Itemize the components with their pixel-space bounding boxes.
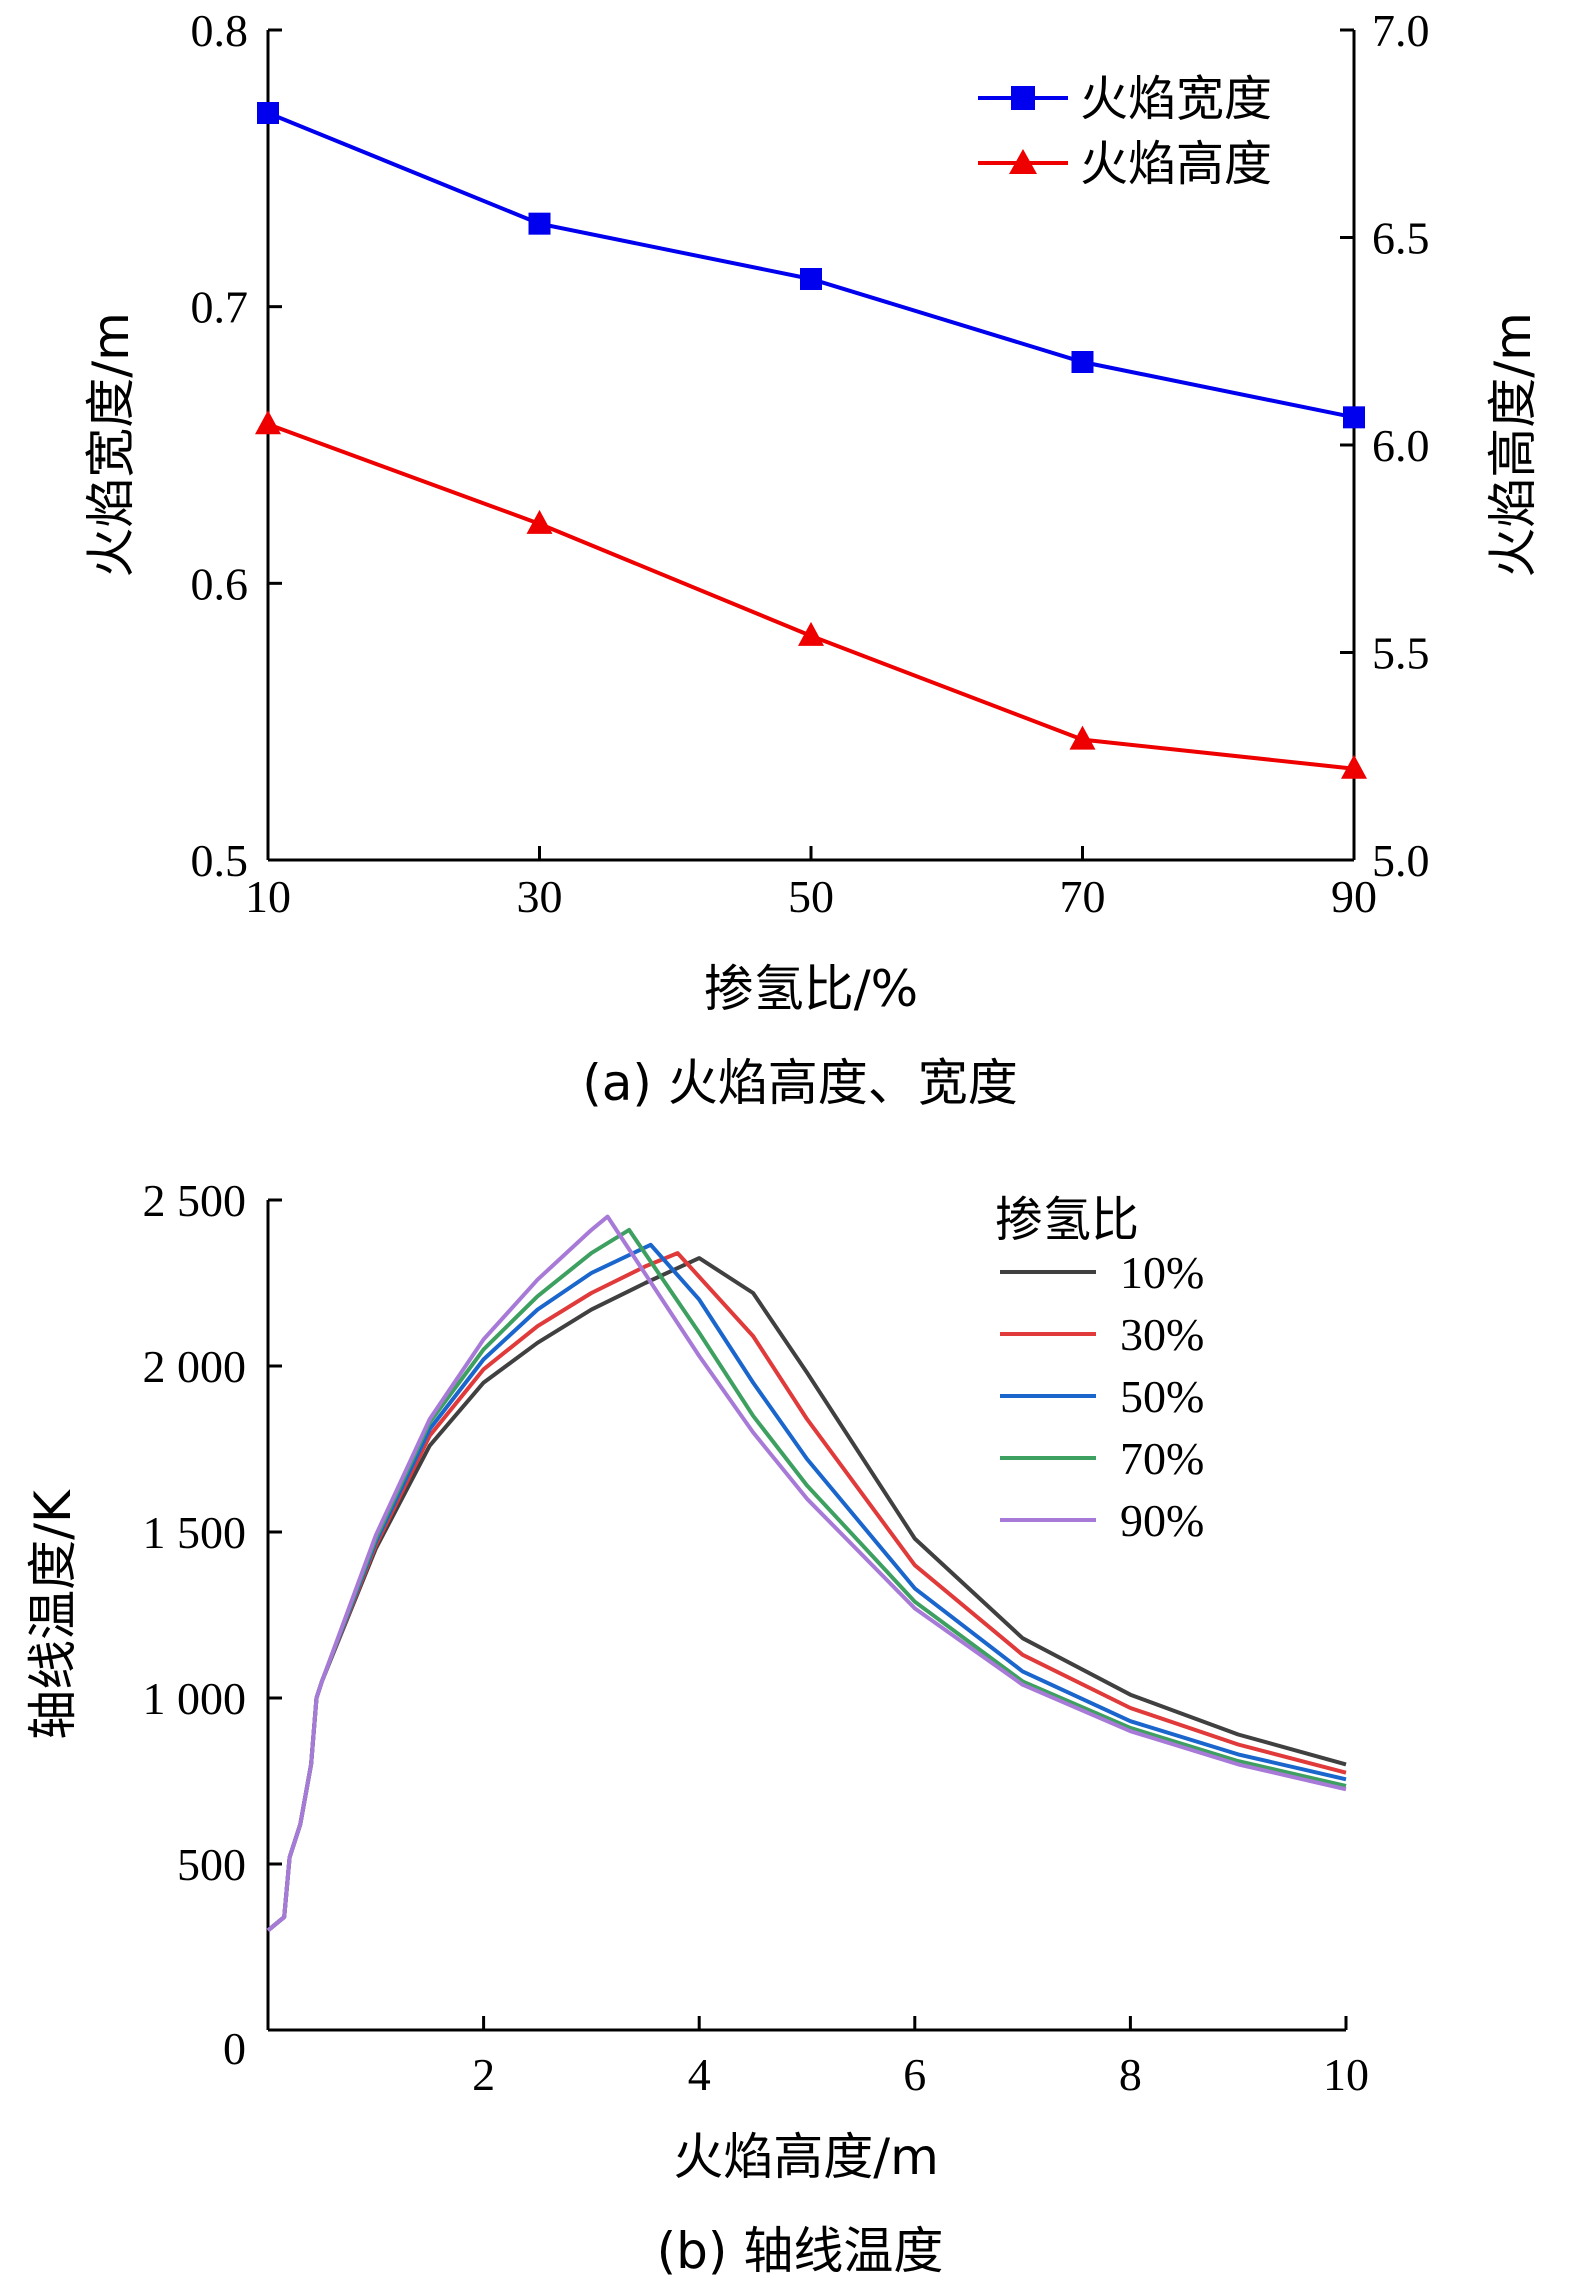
chart-b-x-axis-label: 火焰高度/m (673, 2128, 939, 2186)
chart-a-right-ticks: 5.0 5.5 6.0 6.5 7.0 (1340, 5, 1430, 886)
y-tick-label: 2 000 (143, 1341, 247, 1392)
chart-b-series (266, 1214, 1347, 1932)
data-point-triangle (1341, 754, 1367, 779)
chart-a-x-axis-label: 掺氢比/% (704, 960, 918, 1018)
legend-label: 10% (1120, 1247, 1204, 1298)
right-tick-label: 5.0 (1372, 835, 1430, 886)
left-tick-label: 0.5 (191, 835, 249, 886)
chart-b-y-axis-label: 轴线温度/K (24, 1489, 82, 1740)
legend-marker-square (1011, 86, 1035, 110)
data-point-triangle (1069, 725, 1096, 750)
data-point-square (1343, 406, 1365, 429)
left-tick-label: 0.6 (191, 558, 249, 609)
legend-marker-triangle (1009, 149, 1037, 174)
x-tick-label: 10 (1323, 2049, 1369, 2100)
series-line-90pct (266, 1214, 1347, 1932)
data-point-square (1071, 351, 1094, 373)
data-point-square (800, 268, 822, 290)
legend-label: 70% (1120, 1433, 1204, 1484)
x-tick-label: 4 (688, 2049, 711, 2100)
chart-b-caption: (b) 轴线温度 (657, 2222, 944, 2280)
chart-a-series (255, 102, 1367, 779)
data-point-triangle (526, 509, 553, 534)
chart-a-right-axis-label: 火焰高度/m (1484, 312, 1542, 578)
y-tick-label: 2 500 (143, 1175, 247, 1226)
x-tick-label: 30 (517, 871, 563, 922)
legend-label: 30% (1120, 1309, 1204, 1360)
data-point-square (257, 102, 279, 124)
y-tick-label: 1 000 (143, 1673, 247, 1724)
chart-b: 0 500 1 000 1 500 2 000 2 500 2 4 6 8 10 掺氢比 10% 3… (24, 1175, 1369, 2280)
x-tick-label: 90 (1331, 871, 1377, 922)
series-line-height (267, 422, 1355, 771)
left-tick-label: 0.8 (191, 5, 249, 56)
legend-label-height: 火焰高度 (1080, 136, 1272, 192)
chart-a-legend: 火焰宽度 火焰高度 (978, 71, 1272, 192)
chart-b-legend-title: 掺氢比 (995, 1192, 1139, 1248)
right-tick-label: 6.0 (1372, 420, 1430, 471)
data-point-triangle (798, 621, 824, 646)
right-tick-label: 6.5 (1372, 213, 1430, 264)
data-point-square (528, 212, 551, 235)
chart-b-y-ticks: 0 500 1 000 1 500 2 000 2 500 (143, 1175, 282, 2074)
chart-a-caption: (a) 火焰高度、宽度 (582, 1054, 1018, 1112)
right-tick-label: 7.0 (1372, 5, 1430, 56)
chart-a-x-ticks: 10 30 50 70 90 (245, 846, 1377, 922)
legend-label: 90% (1120, 1495, 1204, 1546)
data-point-triangle (255, 410, 281, 435)
left-tick-label: 0.7 (191, 282, 249, 333)
legend-label-width: 火焰宽度 (1080, 71, 1272, 127)
x-tick-label: 2 (472, 2049, 495, 2100)
chart-a: 0.50.60.70.8 5.05.56.06.57.0 10 30 50 70 90 … (82, 5, 1542, 1112)
x-tick-label: 10 (245, 871, 291, 922)
right-tick-label: 5.5 (1372, 628, 1430, 679)
x-tick-label: 6 (903, 2049, 926, 2100)
x-tick-label: 50 (788, 871, 834, 922)
chart-b-x-ticks: 2 4 6 8 10 (472, 2016, 1369, 2100)
y-tick-label: 500 (177, 1839, 246, 1890)
x-tick-label: 70 (1060, 871, 1106, 922)
chart-b-axes (266, 1200, 1346, 2032)
legend-label: 50% (1120, 1371, 1204, 1422)
x-tick-label: 8 (1119, 2049, 1142, 2100)
chart-a-left-ticks: 0.5 0.6 0.7 0.8 (191, 5, 282, 886)
y-tick-label: 1 500 (143, 1507, 247, 1558)
y-tick-label: 0 (223, 2023, 246, 2074)
chart-a-left-axis-label: 火焰宽度/m (82, 312, 140, 578)
chart-b-legend: 掺氢比 10% 30% 50% 70% 90% (995, 1192, 1204, 1546)
